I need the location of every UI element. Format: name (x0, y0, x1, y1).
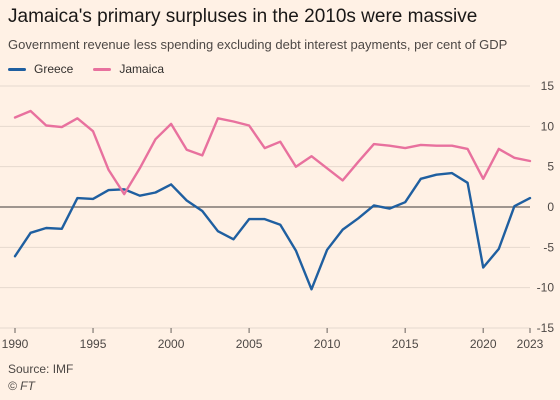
y-tick-labels: 15 10 5 0 -5 -10 -15 (537, 79, 555, 335)
y-tick-label: -10 (537, 281, 555, 295)
chart-title: Jamaica's primary surpluses in the 2010s… (8, 6, 478, 27)
x-tick-label: 2010 (314, 337, 341, 351)
y-tick-label: 0 (547, 200, 554, 214)
chart-subtitle: Government revenue less spending excludi… (8, 37, 508, 52)
x-tick-labels: 1990 1995 2000 2005 2010 2015 2020 2023 (2, 328, 544, 351)
y-tick-label: 5 (547, 160, 554, 174)
legend-label-greece: Greece (34, 62, 74, 76)
y-tick-label: -5 (543, 240, 554, 254)
y-tick-label: 15 (541, 79, 555, 93)
x-tick-label: 1995 (80, 337, 107, 351)
legend-item-jamaica: Jamaica (93, 62, 164, 76)
legend-item-greece: Greece (8, 62, 73, 76)
y-tick-label: -15 (537, 321, 555, 335)
y-tick-label: 10 (541, 119, 555, 133)
series-line-greece (13, 171, 532, 291)
x-tick-label: 2020 (470, 337, 497, 351)
source-note: Source: IMF (8, 362, 74, 376)
x-tick-label: 1990 (2, 337, 29, 351)
legend-swatch-greece (8, 67, 26, 71)
x-tick-label: 2015 (392, 337, 419, 351)
ft-credit: © FT (8, 379, 35, 393)
legend-label-jamaica: Jamaica (119, 62, 165, 76)
series-line-jamaica (13, 109, 532, 196)
x-tick-label: 2023 (517, 337, 544, 351)
grid-layer (0, 85, 530, 329)
legend-swatch-jamaica (93, 67, 112, 71)
legend: Greece Jamaica (8, 62, 164, 76)
x-tick-label: 2000 (158, 337, 185, 351)
x-tick-label: 2005 (236, 337, 263, 351)
series-layer (13, 109, 532, 291)
